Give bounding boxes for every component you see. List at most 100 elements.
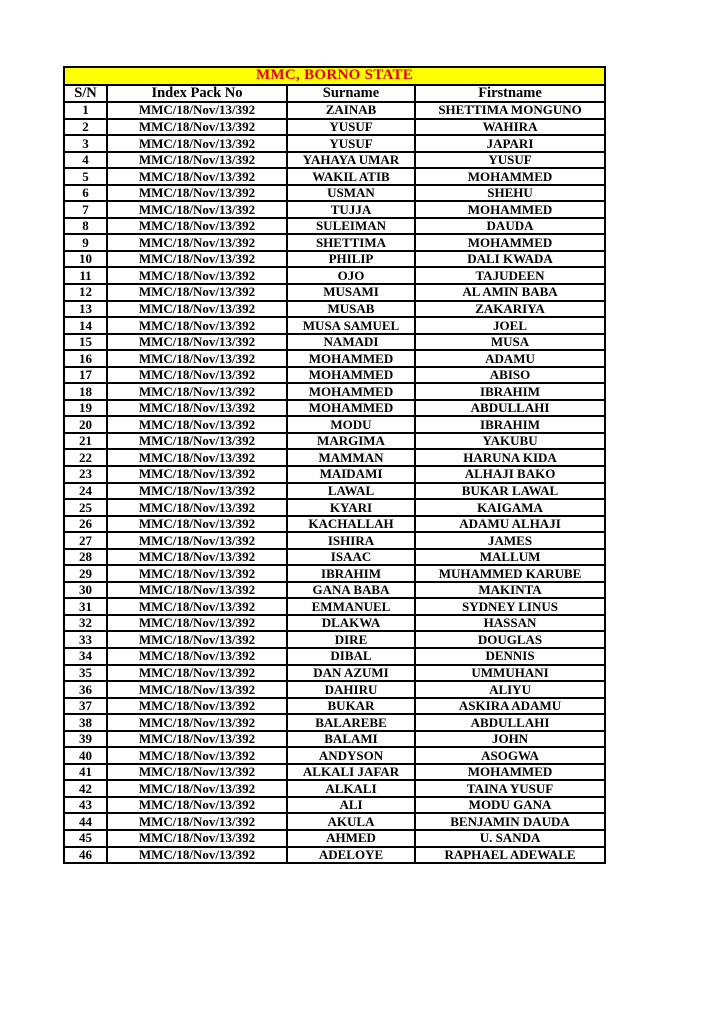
index-pack-cell: MMC/18/Nov/13/392 (106, 481, 288, 501)
table-row: 14 MMC/18/Nov/13/392 MUSA SAMUEL JOEL (63, 316, 607, 335)
firstname-cell: UMMUHANI (413, 663, 607, 683)
firstname-cell: ADAMU (413, 349, 607, 368)
table-row: 21 MMC/18/Nov/13/392 MARGIMA YAKUBU (63, 431, 607, 451)
index-pack-cell: MMC/18/Nov/13/392 (106, 233, 288, 252)
column-header-firstname: Firstname (413, 83, 607, 103)
surname-cell: ZAINAB (286, 100, 416, 120)
sn-cell: 36 (63, 680, 108, 699)
surname-cell: MOHAMMED (286, 349, 416, 368)
column-header-surname: Surname (286, 83, 416, 103)
index-pack-cell: MMC/18/Nov/13/392 (106, 812, 288, 832)
index-pack-cell: MMC/18/Nov/13/392 (106, 465, 288, 484)
table-row: 17 MMC/18/Nov/13/392 MOHAMMED ABISO (63, 365, 607, 385)
sn-cell: 22 (63, 448, 108, 467)
surname-cell: DAN AZUMI (286, 663, 416, 683)
index-pack-cell: MMC/18/Nov/13/392 (106, 382, 288, 401)
index-pack-cell: MMC/18/Nov/13/392 (106, 498, 288, 517)
surname-cell: MODU (286, 415, 416, 434)
surname-cell: IBRAHIM (286, 564, 416, 583)
table-row: 46 MMC/18/Nov/13/392 ADELOYE RAPHAEL ADE… (63, 845, 607, 865)
firstname-cell: ASKIRA ADAMU (413, 696, 607, 716)
surname-cell: YUSUF (286, 117, 416, 137)
table-row: 11 MMC/18/Nov/13/392 OJO TAJUDEEN (63, 266, 607, 285)
sn-cell: 38 (63, 713, 108, 732)
table-row: 24 MMC/18/Nov/13/392 LAWAL BUKAR LAWAL (63, 481, 607, 501)
table-row: 22 MMC/18/Nov/13/392 MAMMAN HARUNA KIDA (63, 448, 607, 467)
index-pack-cell: MMC/18/Nov/13/392 (106, 746, 288, 765)
surname-cell: AHMED (286, 829, 416, 848)
index-pack-cell: MMC/18/Nov/13/392 (106, 448, 288, 467)
table-row: 12 MMC/18/Nov/13/392 MUSAMI AL AMIN BABA (63, 283, 607, 302)
surname-cell: GANA BABA (286, 580, 416, 600)
sn-cell: 23 (63, 465, 108, 484)
firstname-cell: DAUDA (413, 216, 607, 236)
surname-cell: TUJJA (286, 200, 416, 219)
roster-body: 1 MMC/18/Nov/13/392 ZAINAB SHETTIMA MONG… (63, 100, 607, 865)
firstname-cell: MOHAMMED (413, 167, 607, 186)
surname-cell: BALAMI (286, 729, 416, 749)
index-pack-cell: MMC/18/Nov/13/392 (106, 299, 288, 319)
surname-cell: DIRE (286, 630, 416, 649)
sn-cell: 31 (63, 597, 108, 616)
sn-cell: 33 (63, 630, 108, 649)
index-pack-cell: MMC/18/Nov/13/392 (106, 167, 288, 186)
table-row: 38 MMC/18/Nov/13/392 BALAREBE ABDULLAHI (63, 713, 607, 732)
index-pack-cell: MMC/18/Nov/13/392 (106, 713, 288, 732)
table-row: 1 MMC/18/Nov/13/392 ZAINAB SHETTIMA MONG… (63, 100, 607, 120)
index-pack-cell: MMC/18/Nov/13/392 (106, 647, 288, 666)
table-row: 29 MMC/18/Nov/13/392 IBRAHIM MUHAMMED KA… (63, 564, 607, 583)
surname-cell: SHETTIMA (286, 233, 416, 252)
sn-cell: 45 (63, 829, 108, 848)
sn-cell: 41 (63, 762, 108, 782)
surname-cell: KACHALLAH (286, 514, 416, 534)
firstname-cell: U. SANDA (413, 829, 607, 848)
index-pack-cell: MMC/18/Nov/13/392 (106, 762, 288, 782)
index-pack-cell: MMC/18/Nov/13/392 (106, 134, 288, 153)
table-row: 34 MMC/18/Nov/13/392 DIBAL DENNIS (63, 647, 607, 666)
surname-cell: SULEIMAN (286, 216, 416, 236)
index-pack-cell: MMC/18/Nov/13/392 (106, 183, 288, 203)
index-pack-cell: MMC/18/Nov/13/392 (106, 266, 288, 285)
column-header-sn: S/N (63, 83, 108, 103)
sn-cell: 14 (63, 316, 108, 335)
index-pack-cell: MMC/18/Nov/13/392 (106, 580, 288, 600)
table-row: 25 MMC/18/Nov/13/392 KYARI KAIGAMA (63, 498, 607, 517)
index-pack-cell: MMC/18/Nov/13/392 (106, 564, 288, 583)
surname-cell: NAMADI (286, 332, 416, 352)
firstname-cell: YAKUBU (413, 431, 607, 451)
index-pack-cell: MMC/18/Nov/13/392 (106, 117, 288, 137)
surname-cell: ADELOYE (286, 845, 416, 865)
table-row: 15 MMC/18/Nov/13/392 NAMADI MUSA (63, 332, 607, 352)
table-row: 44 MMC/18/Nov/13/392 AKULA BENJAMIN DAUD… (63, 812, 607, 832)
sn-cell: 15 (63, 332, 108, 352)
firstname-cell: MUSA (413, 332, 607, 352)
surname-cell: PHILIP (286, 249, 416, 269)
table-row: 37 MMC/18/Nov/13/392 BUKAR ASKIRA ADAMU (63, 696, 607, 716)
firstname-cell: TAINA YUSUF (413, 779, 607, 798)
firstname-cell: SYDNEY LINUS (413, 597, 607, 616)
surname-cell: MUSAB (286, 299, 416, 319)
firstname-cell: HASSAN (413, 613, 607, 633)
sn-cell: 20 (63, 415, 108, 434)
surname-cell: MAIDAMI (286, 465, 416, 484)
index-pack-cell: MMC/18/Nov/13/392 (106, 779, 288, 798)
surname-cell: AKULA (286, 812, 416, 832)
firstname-cell: AL AMIN BABA (413, 283, 607, 302)
sn-cell: 39 (63, 729, 108, 749)
sn-cell: 27 (63, 531, 108, 550)
sn-cell: 32 (63, 613, 108, 633)
firstname-cell: MODU GANA (413, 795, 607, 815)
sn-cell: 6 (63, 183, 108, 203)
table-row: 30 MMC/18/Nov/13/392 GANA BABA MAKINTA (63, 580, 607, 600)
firstname-cell: DALI KWADA (413, 249, 607, 269)
index-pack-cell: MMC/18/Nov/13/392 (106, 398, 288, 418)
surname-cell: ANDYSON (286, 746, 416, 765)
index-pack-cell: MMC/18/Nov/13/392 (106, 729, 288, 749)
index-pack-cell: MMC/18/Nov/13/392 (106, 547, 288, 567)
surname-cell: EMMANUEL (286, 597, 416, 616)
firstname-cell: MUHAMMED KARUBE (413, 564, 607, 583)
firstname-cell: DOUGLAS (413, 630, 607, 649)
table-row: 18 MMC/18/Nov/13/392 MOHAMMED IBRAHIM (63, 382, 607, 401)
firstname-cell: ASOGWA (413, 746, 607, 765)
firstname-cell: BUKAR LAWAL (413, 481, 607, 501)
